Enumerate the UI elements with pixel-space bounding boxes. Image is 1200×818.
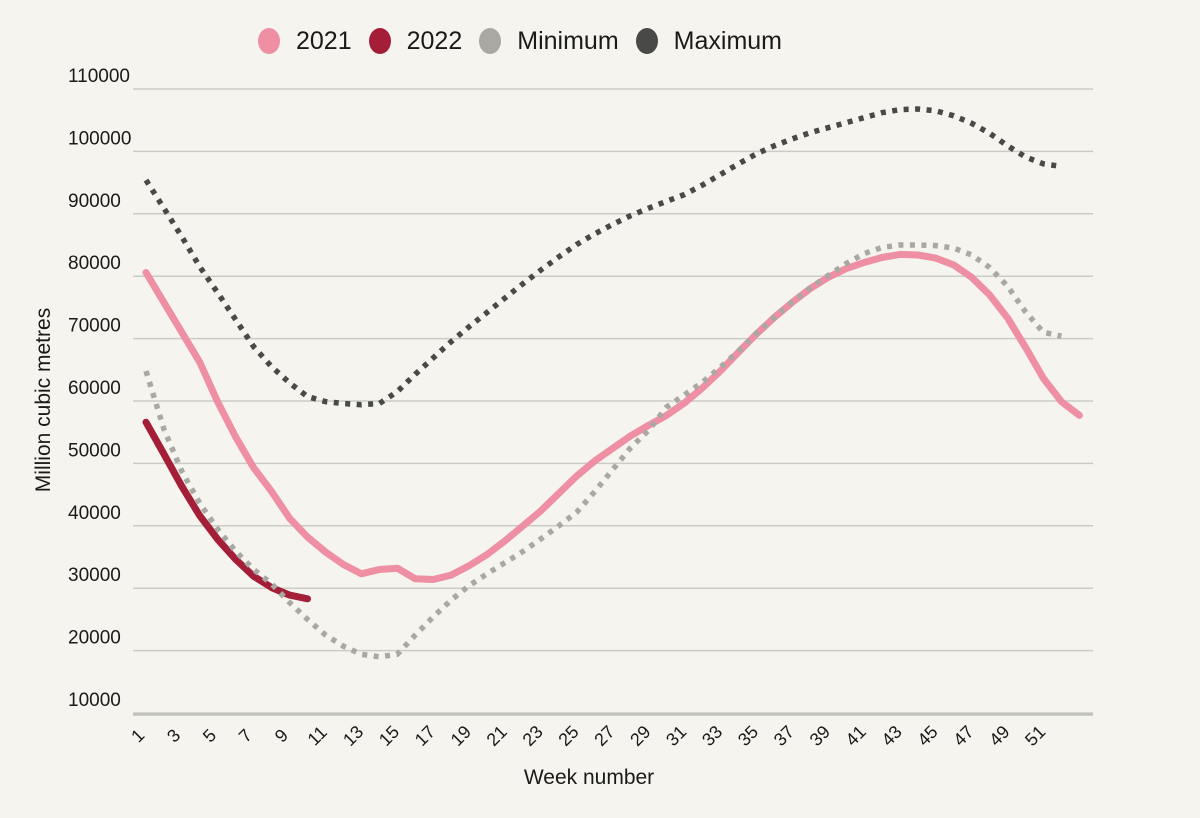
y-tick-label: 110000 <box>68 66 130 87</box>
x-tick-label: 13 <box>339 722 367 750</box>
x-axis-title: Week number <box>523 766 655 789</box>
legend-item-2022: 2022 <box>368 26 463 55</box>
legend: 2021 2022 Minimum Maximum <box>258 28 782 54</box>
y-tick-label: 70000 <box>68 316 121 337</box>
x-tick-label: 27 <box>590 722 618 750</box>
y-tick-label: 50000 <box>68 440 121 461</box>
x-tick-label: 25 <box>554 722 582 750</box>
x-tick-label: 17 <box>411 722 439 750</box>
x-tick-label: 41 <box>842 722 870 750</box>
x-tick-label: 47 <box>949 722 977 750</box>
legend-label-2022: 2022 <box>406 26 463 55</box>
legend-swatch-2022 <box>368 28 391 54</box>
x-tick-label: 51 <box>1021 722 1049 750</box>
x-tick-label: 11 <box>304 722 331 749</box>
y-tick-label: 80000 <box>68 253 121 274</box>
x-tick-label: 43 <box>878 722 906 750</box>
y-tick-label: 100000 <box>68 128 131 149</box>
x-tick-label: 19 <box>447 722 475 750</box>
legend-item-2021: 2021 <box>258 28 352 54</box>
x-tick-label: 3 <box>163 725 184 746</box>
legend-label-2021: 2021 <box>296 26 352 55</box>
y-tick-label: 10000 <box>68 690 121 711</box>
series-line-2022 <box>142 418 311 603</box>
x-tick-label: 29 <box>626 722 654 750</box>
x-tick-label: 37 <box>770 722 798 750</box>
x-tick-label: 23 <box>519 722 547 750</box>
x-tick-label: 21 <box>483 722 511 750</box>
y-tick-label: 60000 <box>68 378 121 399</box>
legend-swatch-maximum <box>635 28 658 54</box>
x-tick-label: 39 <box>806 722 834 750</box>
legend-item-maximum: Maximum <box>635 26 782 55</box>
y-tick-label: 20000 <box>68 628 121 649</box>
series-line-2021 <box>142 250 1083 583</box>
y-tick-label: 30000 <box>68 565 121 586</box>
legend-label-minimum: Minimum <box>517 26 619 55</box>
y-tick-label: 40000 <box>68 503 121 524</box>
legend-swatch-2021 <box>258 28 280 54</box>
legend-label-maximum: Maximum <box>673 26 782 55</box>
x-tick-label: 45 <box>913 722 941 750</box>
x-tick-label: 9 <box>271 725 292 746</box>
x-tick-label: 33 <box>698 722 726 750</box>
y-tick-label: 90000 <box>68 191 121 212</box>
x-tick-label: 31 <box>662 722 690 750</box>
x-tick-label: 1 <box>127 725 148 746</box>
x-tick-label: 7 <box>235 725 256 746</box>
x-tick-label: 5 <box>199 725 220 746</box>
legend-swatch-minimum <box>479 28 502 54</box>
x-tick-label: 15 <box>375 722 403 750</box>
series-line-minimum <box>143 242 1062 660</box>
x-tick-label: 49 <box>985 722 1013 750</box>
legend-item-minimum: Minimum <box>479 26 619 55</box>
x-tick-label: 35 <box>734 722 762 750</box>
